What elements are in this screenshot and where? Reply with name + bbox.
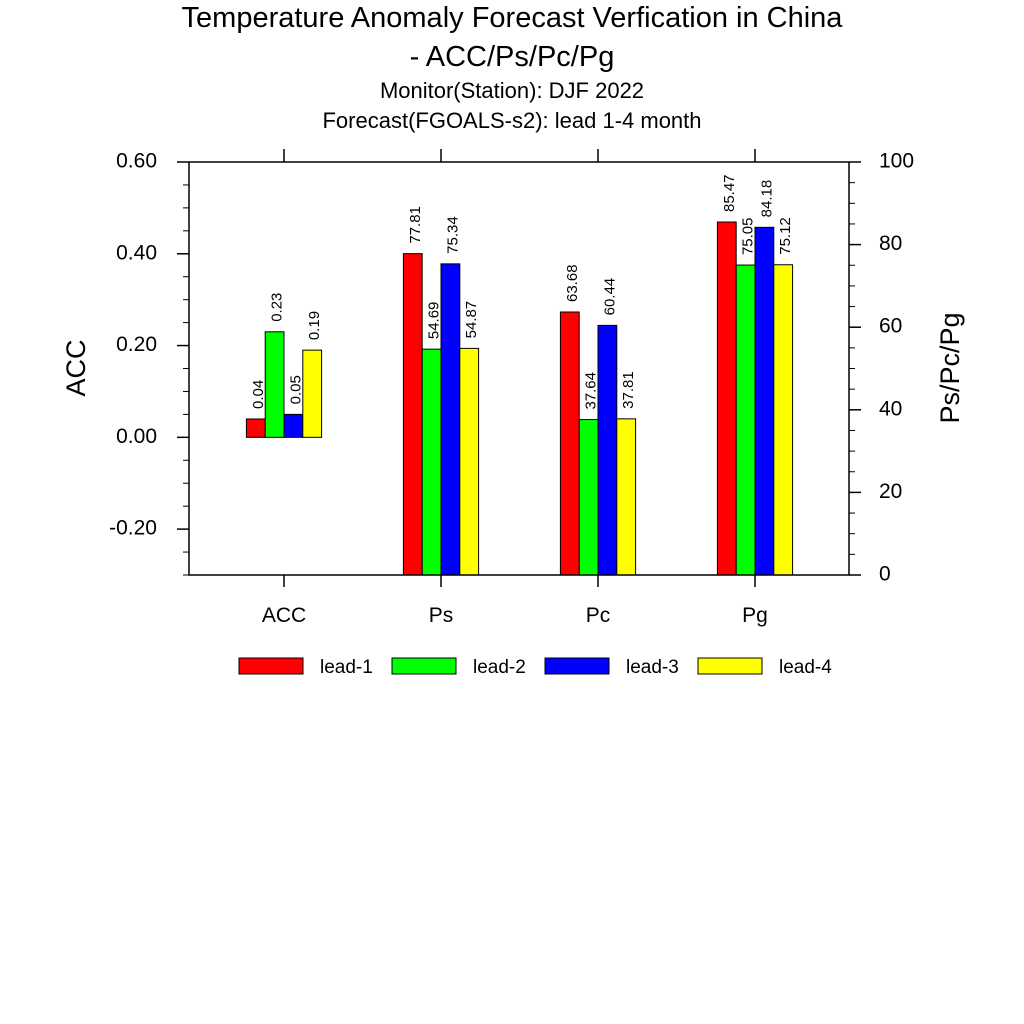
legend-swatch-lead-1 bbox=[238, 657, 304, 675]
bar-pc-lead-2 bbox=[578, 419, 599, 576]
legend-swatch-lead-3 bbox=[544, 657, 610, 675]
right-axis-title: Ps/Pc/Pg bbox=[935, 312, 965, 423]
bar-value-label: 75.05 bbox=[740, 217, 757, 255]
bar-value-label: 63.68 bbox=[564, 264, 581, 302]
right-tick-label: 100 bbox=[879, 150, 914, 173]
bar-ps-lead-4 bbox=[459, 347, 480, 576]
x-axis: ACC Ps Pc Pg bbox=[262, 149, 768, 627]
left-tick-label: 0.60 bbox=[116, 150, 157, 173]
bar-value-label: 75.12 bbox=[777, 217, 794, 255]
bar-pg-lead-1 bbox=[716, 221, 737, 576]
left-tick-label: 0.00 bbox=[116, 425, 157, 448]
x-tick-label: Ps bbox=[429, 604, 454, 627]
right-tick-label: 80 bbox=[879, 232, 902, 255]
chart-title-line1: Temperature Anomaly Forecast Verfication… bbox=[181, 2, 843, 34]
bar-value-label: 75.34 bbox=[444, 216, 461, 254]
bar-ps-lead-3 bbox=[440, 263, 461, 576]
bar-ps-lead-1 bbox=[402, 253, 423, 576]
right-axis: 100 80 60 40 20 0 bbox=[849, 150, 914, 586]
bar-pg-lead-4 bbox=[773, 264, 794, 576]
bar-value-label: 85.47 bbox=[721, 174, 738, 212]
bar-pg-lead-2 bbox=[735, 264, 756, 576]
bar-pc-lead-3 bbox=[597, 324, 618, 576]
x-tick-label: Pg bbox=[742, 604, 768, 627]
left-tick-label: 0.20 bbox=[116, 333, 157, 356]
left-tick-label: 0.40 bbox=[116, 241, 157, 264]
bar-acc-lead-4 bbox=[302, 349, 323, 438]
bar-pg-lead-3 bbox=[754, 226, 775, 576]
bar-acc-lead-3 bbox=[283, 413, 304, 438]
left-tick-label: -0.20 bbox=[109, 517, 157, 540]
bar-value-label: 37.81 bbox=[620, 371, 637, 409]
bar-value-label: 0.05 bbox=[287, 375, 304, 404]
bar-labels-group: 0.04 0.23 0.05 0.19 77.81 54.69 75.34 54.87 63.6… bbox=[250, 174, 794, 409]
right-tick-label: 60 bbox=[879, 315, 902, 338]
bar-value-label: 37.64 bbox=[583, 372, 600, 410]
bar-value-label: 77.81 bbox=[407, 206, 424, 244]
legend-swatch-lead-2 bbox=[391, 657, 457, 675]
legend-label-lead-2: lead-2 bbox=[473, 657, 526, 678]
right-tick-label: 40 bbox=[879, 397, 902, 420]
left-axis-title: ACC bbox=[61, 339, 91, 396]
legend-label-lead-1: lead-1 bbox=[320, 657, 373, 678]
x-tick-label: Pc bbox=[586, 604, 611, 627]
bar-value-label: 0.19 bbox=[306, 311, 323, 340]
chart-title-line2: - ACC/Ps/Pc/Pg bbox=[409, 41, 615, 73]
legend: lead-1 lead-2 lead-3 lead-4 bbox=[238, 657, 832, 678]
bars-group bbox=[245, 221, 794, 576]
bar-value-label: 0.23 bbox=[269, 293, 286, 322]
legend-label-lead-4: lead-4 bbox=[779, 657, 832, 678]
right-tick-label: 0 bbox=[879, 563, 891, 586]
bar-pc-lead-4 bbox=[616, 418, 637, 576]
bar-value-label: 54.69 bbox=[426, 302, 443, 340]
legend-label-lead-3: lead-3 bbox=[626, 657, 679, 678]
bar-pc-lead-1 bbox=[559, 311, 580, 576]
chart-subtitle-forecast: Forecast(FGOALS-s2): lead 1-4 month bbox=[322, 108, 702, 133]
left-axis: 0.60 0.40 0.20 0.00 -0.20 bbox=[109, 150, 189, 576]
bar-ps-lead-2 bbox=[421, 348, 442, 576]
legend-swatch-lead-4 bbox=[697, 657, 763, 675]
bar-value-label: 54.87 bbox=[463, 301, 480, 339]
bar-acc-lead-1 bbox=[245, 418, 266, 438]
bar-value-label: 84.18 bbox=[758, 180, 775, 218]
bar-acc-lead-2 bbox=[264, 331, 285, 438]
right-tick-label: 20 bbox=[879, 480, 902, 503]
chart-subtitle-monitor: Monitor(Station): DJF 2022 bbox=[379, 78, 645, 103]
bar-value-label: 60.44 bbox=[601, 278, 618, 316]
x-tick-label: ACC bbox=[262, 604, 306, 627]
bar-value-label: 0.04 bbox=[250, 380, 267, 409]
